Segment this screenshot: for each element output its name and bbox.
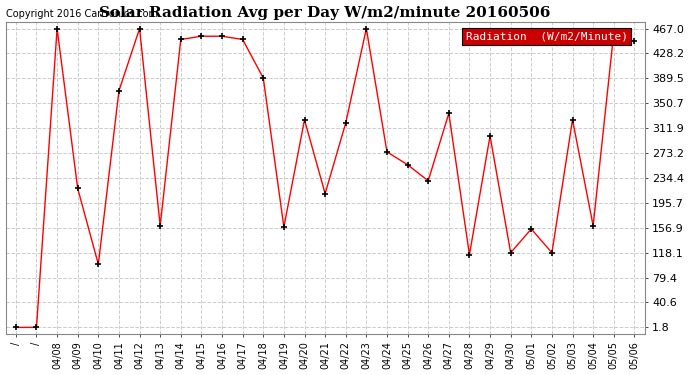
Text: Radiation  (W/m2/Minute): Radiation (W/m2/Minute) xyxy=(466,32,628,42)
Title: Solar Radiation Avg per Day W/m2/minute 20160506: Solar Radiation Avg per Day W/m2/minute … xyxy=(99,6,551,20)
Text: Copyright 2016 Cartronics.com: Copyright 2016 Cartronics.com xyxy=(6,9,157,19)
